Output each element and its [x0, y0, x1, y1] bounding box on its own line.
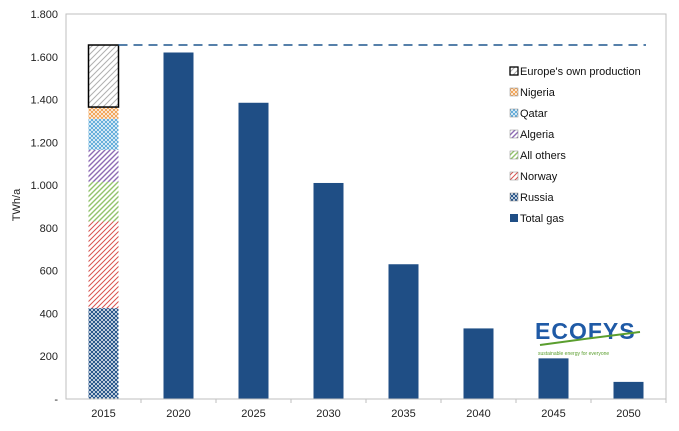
x-tick-label: 2025 — [241, 408, 265, 420]
stacked-bar-2015 — [87, 44, 120, 399]
y-tick-label: 1.000 — [30, 180, 58, 192]
ecofys-logo: ECOFYS sustainable energy for everyone — [535, 318, 641, 357]
y-tick-label: 800 — [40, 223, 58, 235]
bar-total-gas-2045 — [538, 358, 569, 399]
x-tick-label: 2040 — [466, 408, 490, 420]
y-tick-label: 200 — [40, 351, 58, 363]
y-tick-label: 400 — [40, 308, 58, 320]
legend-swatch-nigeria — [509, 87, 519, 97]
segment-norway — [88, 221, 119, 309]
legend-swatch-qatar — [509, 108, 519, 118]
segment-all-others — [88, 181, 119, 222]
segment-qatar — [88, 118, 119, 150]
bar-total-gas-2020 — [163, 52, 194, 399]
bars — [163, 52, 644, 399]
y-tick-label: 1.400 — [30, 95, 58, 107]
logo-tagline: sustainable energy for everyone — [538, 351, 609, 357]
legend: Europe's own production Nigeria Qatar Alger… — [509, 66, 641, 225]
logo-wordmark: ECOFYS — [535, 318, 636, 344]
x-axis: 2015 2020 2025 2030 2035 2040 2045 2050 — [91, 399, 667, 420]
x-tick-label: 2050 — [616, 408, 640, 420]
y-axis: - 200 400 600 800 1.000 1.200 1.400 1.600 1.800 — [30, 9, 58, 406]
x-tick-label: 2030 — [316, 408, 340, 420]
legend-label-algeria: Algeria — [520, 129, 555, 141]
bar-total-gas-2050 — [613, 381, 644, 399]
bar-total-gas-2040 — [463, 328, 494, 399]
legend-swatch-russia — [509, 192, 519, 202]
y-axis-label: TWh/a — [11, 188, 23, 221]
legend-label-total-gas: Total gas — [520, 213, 565, 225]
y-tick-label: 1.200 — [30, 137, 58, 149]
legend-swatch-algeria — [509, 129, 519, 139]
legend-label-europe-s-own-production: Europe's own production — [520, 66, 641, 78]
x-tick-label: 2020 — [166, 408, 190, 420]
x-tick-label: 2045 — [541, 408, 565, 420]
legend-label-russia: Russia — [520, 192, 555, 204]
y-tick-label: - — [54, 394, 58, 406]
legend-swatch-all-others — [509, 150, 519, 160]
logo-swoosh — [539, 331, 641, 346]
legend-label-norway: Norway — [520, 171, 558, 183]
segment-algeria — [88, 149, 119, 182]
y-tick-label: 600 — [40, 266, 58, 278]
segment-nigeria — [88, 107, 119, 119]
y-tick-label: 1.600 — [30, 52, 58, 64]
legend-swatch-europe-s-own-production — [509, 66, 519, 76]
legend-label-qatar: Qatar — [520, 108, 548, 120]
bar-total-gas-2035 — [388, 264, 419, 399]
legend-swatch-norway — [509, 171, 519, 181]
y-tick-label: 1.800 — [30, 9, 58, 21]
legend-swatch-total-gas — [510, 214, 518, 222]
x-tick-label: 2015 — [91, 408, 115, 420]
x-tick-label: 2035 — [391, 408, 415, 420]
plot-area-frame — [65, 13, 667, 400]
bar-total-gas-2025 — [238, 102, 269, 399]
legend-label-all-others: All others — [520, 150, 566, 162]
legend-label-nigeria: Nigeria — [520, 87, 556, 99]
bar-total-gas-2030 — [313, 182, 344, 399]
segment-russia — [88, 308, 119, 399]
segment-europe-s-own-production — [87, 44, 120, 108]
